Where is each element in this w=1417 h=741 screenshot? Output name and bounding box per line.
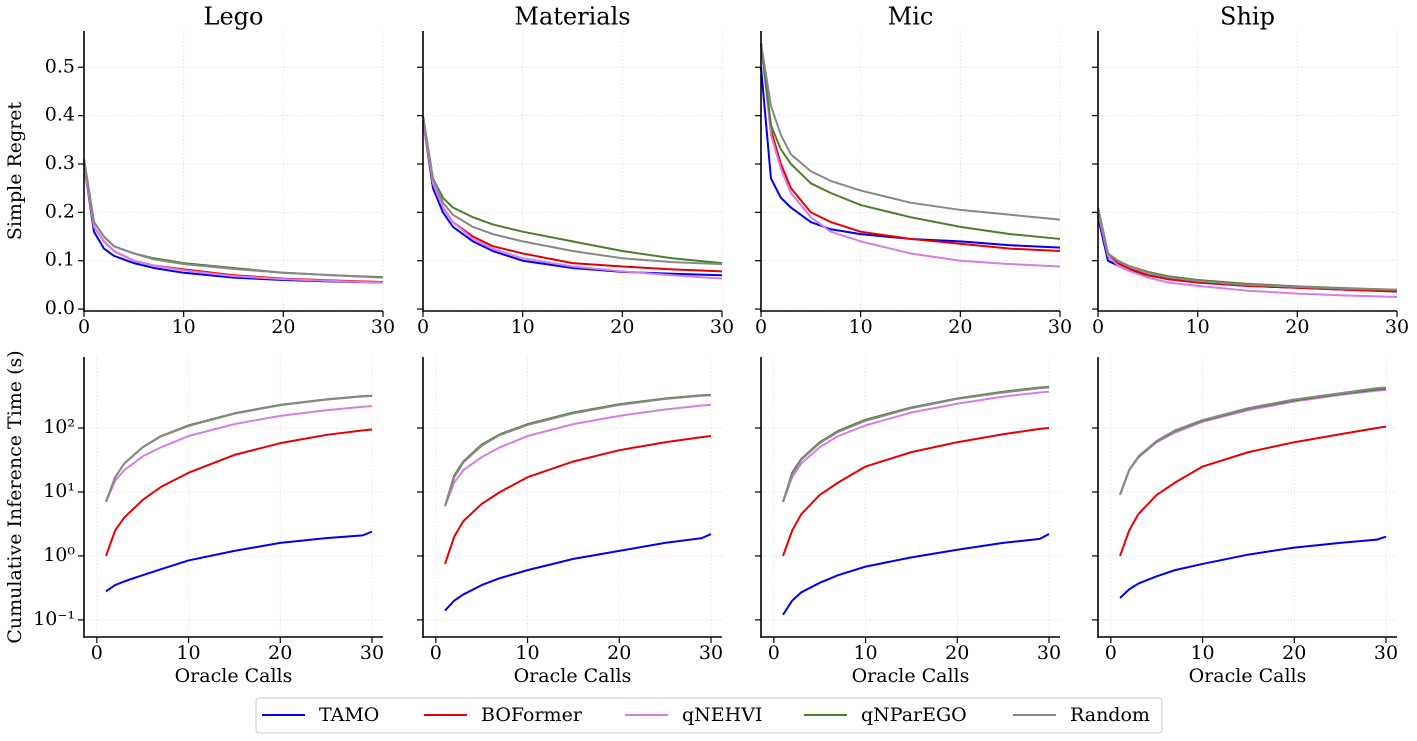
series-line: Random (1119, 386, 1387, 496)
series-line: BOFormer (105, 428, 373, 557)
x-tick-label: 0 (1105, 642, 1117, 664)
legend-label: Random (1070, 704, 1150, 726)
x-axis-label: Oracle Calls (514, 665, 632, 687)
x-tick-label: 10 (853, 642, 877, 664)
x-axis-label: Oracle Calls (852, 665, 970, 687)
chart-title: Mic (888, 3, 934, 31)
series-line: BOFormer (1119, 425, 1387, 557)
x-tick-label: 0 (417, 316, 429, 338)
x-tick-label: 30 (1048, 316, 1072, 338)
series-line: Random (444, 394, 712, 507)
x-axis-label: Oracle Calls (1189, 665, 1307, 687)
y-tick-label: 0.3 (45, 152, 75, 174)
x-tick-label: 10 (849, 316, 873, 338)
series-line: Random (760, 42, 1061, 221)
series-line: BOFormer (760, 42, 1061, 253)
series-line: qNEHVI (782, 390, 1050, 503)
y-tick-label: 10¹ (43, 480, 75, 502)
x-tick-label: 0 (78, 316, 90, 338)
chart-title: Lego (204, 3, 264, 31)
series-line: qNEHVI (444, 403, 712, 507)
x-tick-label: 0 (768, 642, 780, 664)
x-tick-label: 10 (172, 316, 196, 338)
series-line: Random (1097, 207, 1398, 291)
y-tick-label: 0.5 (45, 55, 75, 77)
series-line: BOFormer (83, 163, 384, 283)
x-tick-label: 30 (1374, 642, 1398, 664)
series-line: qNEHVI (1097, 212, 1398, 298)
series-line: qNParEGO (105, 394, 373, 503)
series-line: qNParEGO (1097, 207, 1398, 291)
x-tick-label: 10 (1190, 642, 1214, 664)
series-line: BOFormer (444, 435, 712, 565)
x-tick-label: 20 (271, 316, 295, 338)
y-tick-label: 10⁻¹ (33, 608, 75, 630)
y-axis-label: Simple Regret (4, 101, 26, 240)
x-tick-label: 10 (1186, 316, 1210, 338)
x-tick-label: 0 (755, 316, 767, 338)
x-tick-label: 20 (1282, 642, 1306, 664)
x-tick-label: 20 (948, 316, 972, 338)
series-line: BOFormer (782, 427, 1050, 557)
y-tick-label: 10⁰ (43, 544, 75, 566)
series-line: TAMO (1097, 216, 1398, 293)
series-line: qNEHVI (83, 163, 384, 284)
y-tick-label: 10² (43, 416, 75, 438)
series-line: qNEHVI (760, 42, 1061, 268)
series-line: qNParEGO (83, 158, 384, 279)
series-line: Random (83, 158, 384, 279)
x-tick-label: 30 (371, 316, 395, 338)
series-line: TAMO (782, 533, 1050, 616)
x-tick-label: 30 (1385, 316, 1409, 338)
x-axis-label: Oracle Calls (175, 665, 293, 687)
x-tick-label: 10 (515, 642, 539, 664)
legend-box (255, 697, 1163, 734)
series-line: qNParEGO (1119, 387, 1387, 496)
legend-label: BOFormer (481, 704, 583, 726)
series-line: qNEHVI (105, 405, 373, 503)
x-tick-label: 30 (1037, 642, 1061, 664)
x-tick-label: 30 (710, 316, 734, 338)
series-line: qNParEGO (422, 115, 723, 265)
y-tick-label: 0.2 (45, 200, 75, 222)
x-tick-label: 20 (1285, 316, 1309, 338)
x-tick-label: 20 (607, 642, 631, 664)
x-tick-label: 10 (511, 316, 535, 338)
series-line: Random (422, 115, 723, 266)
series-line: TAMO (444, 533, 712, 612)
series-line: TAMO (1119, 535, 1387, 599)
legend-label: TAMO (319, 704, 379, 726)
series-line: TAMO (83, 163, 384, 284)
x-tick-label: 20 (610, 316, 634, 338)
series-line: BOFormer (1097, 212, 1398, 293)
chart-title: Materials (514, 3, 630, 31)
series-line: TAMO (105, 530, 373, 593)
x-tick-label: 0 (430, 642, 442, 664)
series-line: BOFormer (422, 120, 723, 273)
x-tick-label: 20 (268, 642, 292, 664)
series-line: qNParEGO (760, 42, 1061, 240)
series-line: qNEHVI (422, 120, 723, 280)
x-tick-label: 0 (91, 642, 103, 664)
series-line: Random (105, 394, 373, 503)
legend-label: qNEHVI (682, 704, 762, 726)
x-tick-label: 30 (699, 642, 723, 664)
x-tick-label: 0 (1092, 316, 1104, 338)
x-tick-label: 20 (945, 642, 969, 664)
y-tick-label: 0.1 (45, 249, 75, 271)
series-line: TAMO (760, 67, 1061, 249)
x-tick-label: 10 (176, 642, 200, 664)
y-tick-label: 0.4 (45, 104, 75, 126)
y-axis-label: Cumulative Inference Time (s) (4, 350, 26, 643)
chart-title: Ship (1220, 3, 1275, 31)
series-line: Random (782, 386, 1050, 503)
y-tick-label: 0.0 (45, 297, 75, 319)
series-line: qNEHVI (1119, 388, 1387, 496)
legend-label: qNParEGO (861, 704, 967, 726)
x-tick-label: 30 (360, 642, 384, 664)
